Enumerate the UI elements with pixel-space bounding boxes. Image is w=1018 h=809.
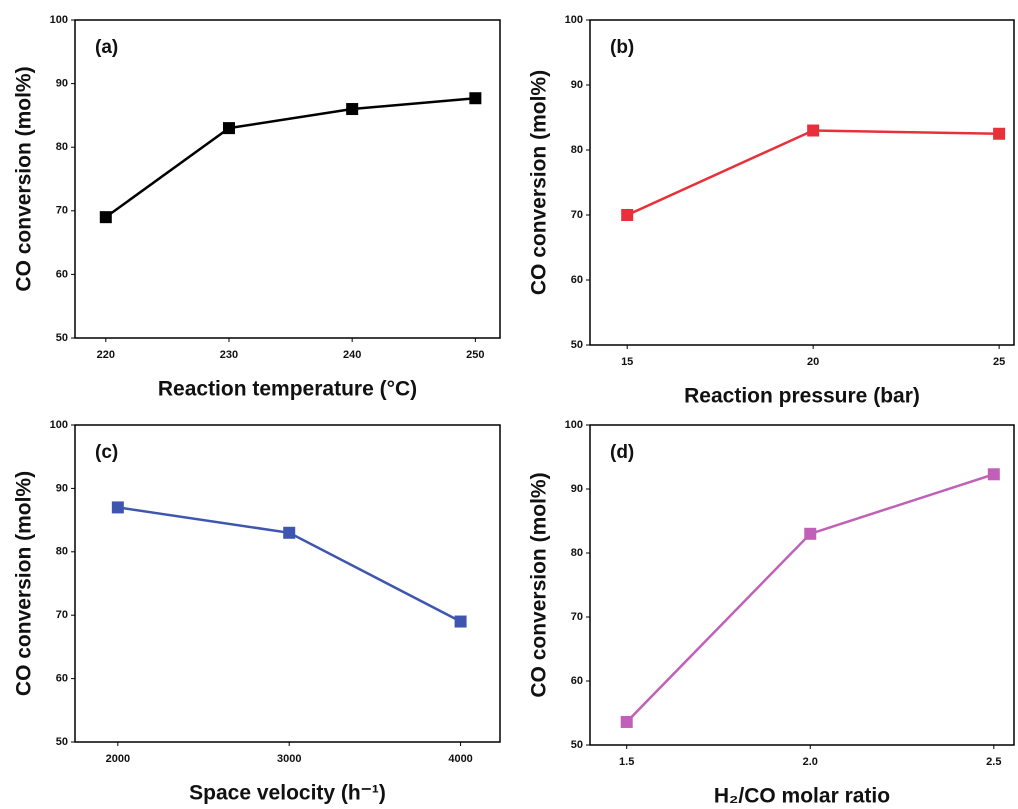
y-tick-label: 60 — [571, 274, 583, 286]
data-point — [807, 124, 820, 137]
panel-label: (d) — [610, 442, 634, 463]
x-tick-label: 220 — [97, 349, 115, 361]
data-point — [469, 92, 482, 105]
y-tick-label: 100 — [565, 419, 583, 431]
data-line — [625, 473, 995, 723]
data-point — [222, 122, 235, 135]
y-tick-label: 100 — [565, 14, 583, 26]
x-axis-label: Space velocity (h⁻¹) — [189, 782, 386, 805]
panel: 50 60 70 80 90 100 15 20 25 Reaction pressure (ba… — [528, 14, 1015, 408]
y-tick-label: 90 — [56, 78, 68, 90]
y-axis-label: CO conversion (mol%) — [13, 66, 36, 291]
data-line — [117, 506, 462, 623]
data-point — [111, 501, 124, 514]
plot-frame — [589, 19, 1015, 346]
data-line — [626, 129, 1000, 217]
x-tick-label: 15 — [621, 356, 633, 368]
y-tick-label: 100 — [50, 14, 68, 26]
y-tick-label: 100 — [50, 419, 68, 431]
panel: 50 60 70 80 90 100 1.5 2.0 2.5 H₂/CO molar ratio C… — [528, 419, 1015, 808]
x-tick-label: 240 — [343, 349, 361, 361]
x-axis-label: Reaction pressure (bar) — [684, 385, 920, 408]
plot-frame — [74, 424, 501, 743]
y-tick-label: 50 — [56, 332, 68, 344]
x-axis-label: H₂/CO molar ratio — [714, 785, 890, 808]
y-tick-label: 80 — [56, 546, 68, 558]
y-tick-label: 50 — [571, 739, 583, 751]
y-tick-label: 70 — [571, 611, 583, 623]
plot-frame — [589, 424, 1015, 746]
data-point — [621, 209, 634, 221]
panel: 50 60 70 80 90 100 220 230 240 250 Reaction temper… — [13, 14, 501, 401]
panel-label: (a) — [95, 37, 118, 58]
x-tick-label: 20 — [807, 356, 819, 368]
panel: 50 60 70 80 90 100 2000 3000 4000 Space velocity … — [13, 419, 501, 805]
x-tick-label: 1.5 — [619, 756, 634, 768]
x-tick-label: 2000 — [106, 753, 130, 765]
y-tick-label: 90 — [571, 79, 583, 91]
y-tick-label: 70 — [56, 609, 68, 621]
data-point — [987, 468, 1000, 481]
data-point — [620, 715, 633, 728]
data-point — [99, 211, 112, 224]
x-tick-label: 2.5 — [986, 756, 1001, 768]
y-axis-label: CO conversion (mol%) — [13, 471, 36, 696]
y-tick-label: 80 — [571, 547, 583, 559]
y-tick-label: 70 — [571, 209, 583, 221]
y-tick-label: 60 — [571, 675, 583, 687]
data-line — [105, 96, 476, 219]
x-tick-label: 250 — [466, 349, 484, 361]
panel-label: (b) — [610, 37, 634, 58]
data-point — [346, 103, 359, 116]
plot-frame — [74, 19, 501, 339]
y-tick-label: 90 — [571, 483, 583, 495]
x-tick-label: 4000 — [448, 753, 472, 765]
y-tick-label: 70 — [56, 205, 68, 217]
y-tick-label: 80 — [56, 141, 68, 153]
y-tick-label: 60 — [56, 268, 68, 280]
x-axis-label: Reaction temperature (°C) — [158, 378, 417, 401]
y-tick-label: 60 — [56, 673, 68, 685]
x-tick-label: 25 — [993, 356, 1005, 368]
y-tick-label: 50 — [56, 736, 68, 748]
y-axis-label: CO conversion (mol%) — [528, 472, 551, 697]
panel-label: (c) — [95, 442, 118, 463]
y-tick-label: 90 — [56, 482, 68, 494]
y-axis-label: CO conversion (mol%) — [528, 70, 551, 295]
data-point — [993, 127, 1006, 140]
data-point — [804, 527, 817, 540]
y-tick-label: 50 — [571, 339, 583, 351]
y-tick-label: 80 — [571, 144, 583, 156]
x-tick-label: 3000 — [277, 753, 301, 765]
x-tick-label: 2.0 — [803, 756, 818, 768]
x-tick-label: 230 — [220, 349, 238, 361]
data-point — [454, 615, 467, 628]
data-point — [283, 526, 296, 539]
